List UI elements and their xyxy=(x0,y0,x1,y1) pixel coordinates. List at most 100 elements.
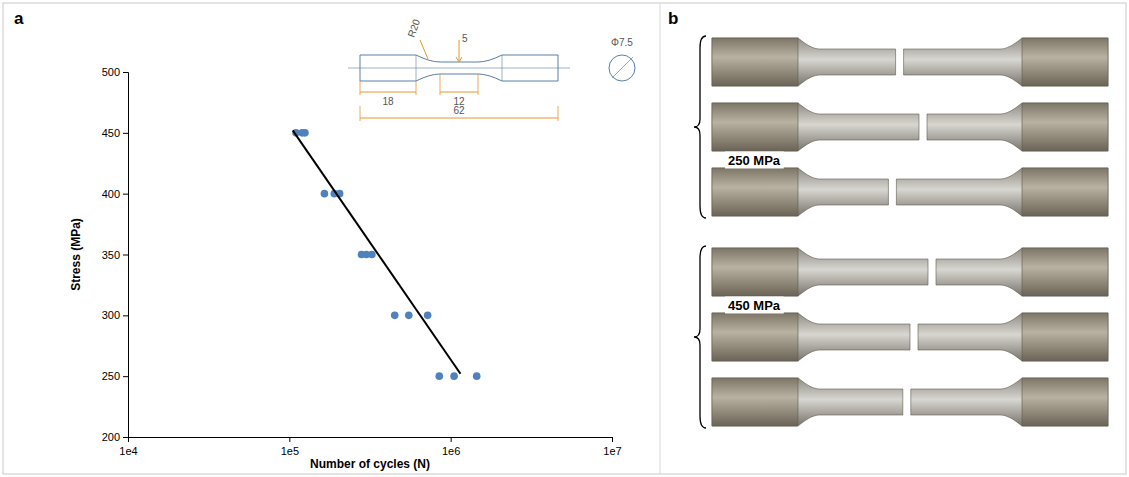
dimension-line xyxy=(360,92,416,93)
y-axis: 200 250 300 350 400 450 500 xyxy=(102,66,129,443)
plot-marks xyxy=(292,129,480,380)
y-tick-mark xyxy=(123,437,128,438)
y-tick-mark xyxy=(123,376,128,377)
y-tick-mark xyxy=(123,72,128,73)
specimen-grip xyxy=(1022,313,1108,361)
dimension-label: 18 xyxy=(382,96,394,107)
specimen-grip xyxy=(1022,38,1108,86)
x-tick-label: 1e6 xyxy=(442,445,460,457)
x-tick-mark xyxy=(289,437,290,442)
specimen-grip xyxy=(1022,248,1108,296)
specimen-piece xyxy=(918,313,1108,361)
y-tick-label: 300 xyxy=(102,309,120,321)
figure-frame xyxy=(3,3,1126,474)
specimen-grip xyxy=(712,38,798,86)
group-brace xyxy=(694,246,706,428)
y-tick: 250 xyxy=(102,370,128,382)
x-tick: 1e7 xyxy=(603,437,621,457)
trend-line xyxy=(293,130,461,373)
data-point xyxy=(301,129,309,137)
cross-section xyxy=(609,55,635,81)
y-axis-line xyxy=(123,73,129,438)
dimension-line xyxy=(612,57,633,78)
specimen-grip xyxy=(1022,168,1108,216)
group-label: 450 MPa xyxy=(728,298,781,313)
y-tick-label: 450 xyxy=(102,127,120,139)
y-tick: 350 xyxy=(102,249,128,261)
specimen-piece xyxy=(712,38,896,86)
dimension-line xyxy=(459,40,460,62)
x-tick-mark xyxy=(612,437,613,442)
section-line xyxy=(502,55,503,81)
x-tick-mark xyxy=(451,437,452,442)
specimen-piece xyxy=(712,168,888,216)
group-label: 250 MPa xyxy=(728,153,781,168)
data-point xyxy=(405,312,413,320)
data-point xyxy=(435,372,443,380)
specimen-piece xyxy=(712,103,919,151)
data-point xyxy=(368,251,376,259)
dimension-label: 62 xyxy=(453,105,465,116)
specimen-piece xyxy=(896,168,1108,216)
specimen-photo xyxy=(694,36,1108,428)
specimen-piece xyxy=(712,248,928,296)
specimen-piece xyxy=(927,103,1108,151)
extension-line xyxy=(558,106,559,121)
data-point xyxy=(424,312,432,320)
dimension-line xyxy=(440,92,478,93)
y-tick: 400 xyxy=(102,188,128,200)
y-tick-mark xyxy=(123,194,128,195)
x-axis-title: Number of cycles (N) xyxy=(310,457,430,471)
y-tick: 300 xyxy=(102,309,128,321)
x-tick-label: 1e7 xyxy=(603,445,621,457)
y-tick-label: 350 xyxy=(102,249,120,261)
specimen-grip xyxy=(712,313,798,361)
data-point xyxy=(473,372,481,380)
y-tick: 450 xyxy=(102,127,128,139)
y-tick-label: 500 xyxy=(102,66,120,78)
label-patch xyxy=(725,152,784,169)
panel-letter: b xyxy=(668,9,678,28)
specimen-piece xyxy=(936,248,1108,296)
specimen-grip xyxy=(712,168,798,216)
dimension-label: Φ7.5 xyxy=(611,37,633,48)
dimension-line xyxy=(360,118,558,119)
y-tick-mark xyxy=(123,133,128,134)
dimension-label: R20 xyxy=(406,17,423,38)
x-axis-line xyxy=(129,438,613,443)
section-line xyxy=(416,55,417,81)
label-patch xyxy=(725,297,784,314)
x-tick-label: 1e5 xyxy=(281,445,299,457)
group-brace xyxy=(694,36,706,218)
extension-line xyxy=(478,74,479,95)
dimension-line xyxy=(420,40,428,59)
x-tick-label: 1e4 xyxy=(119,445,137,457)
specimen-piece xyxy=(911,378,1108,426)
specimen-piece xyxy=(712,313,910,361)
y-tick: 200 xyxy=(102,431,128,443)
specimen-grip xyxy=(712,248,798,296)
data-point xyxy=(450,372,458,380)
y-tick-mark xyxy=(123,255,128,256)
specimen-piece xyxy=(904,38,1108,86)
x-tick: 1e4 xyxy=(119,437,137,457)
specimen-grip xyxy=(1022,103,1108,151)
extension-line xyxy=(360,106,361,121)
y-tick: 500 xyxy=(102,66,128,78)
panel-separator xyxy=(660,3,661,474)
specimen-grip xyxy=(1022,378,1108,426)
dimension-arrow xyxy=(456,57,462,62)
x-tick: 1e6 xyxy=(442,437,460,457)
specimen-grip xyxy=(712,378,798,426)
extension-line xyxy=(440,74,441,95)
y-tick-label: 250 xyxy=(102,370,120,382)
data-point xyxy=(391,312,399,320)
y-tick-mark xyxy=(123,315,128,316)
specimen-grip xyxy=(712,103,798,151)
y-axis-title: Stress (MPa) xyxy=(69,218,83,291)
data-point xyxy=(321,190,329,198)
x-tick: 1e5 xyxy=(281,437,299,457)
specimen-drawing: 1812625R20Φ7.5 xyxy=(348,17,635,121)
dimension-label: 5 xyxy=(462,33,468,44)
specimen-piece xyxy=(712,378,903,426)
